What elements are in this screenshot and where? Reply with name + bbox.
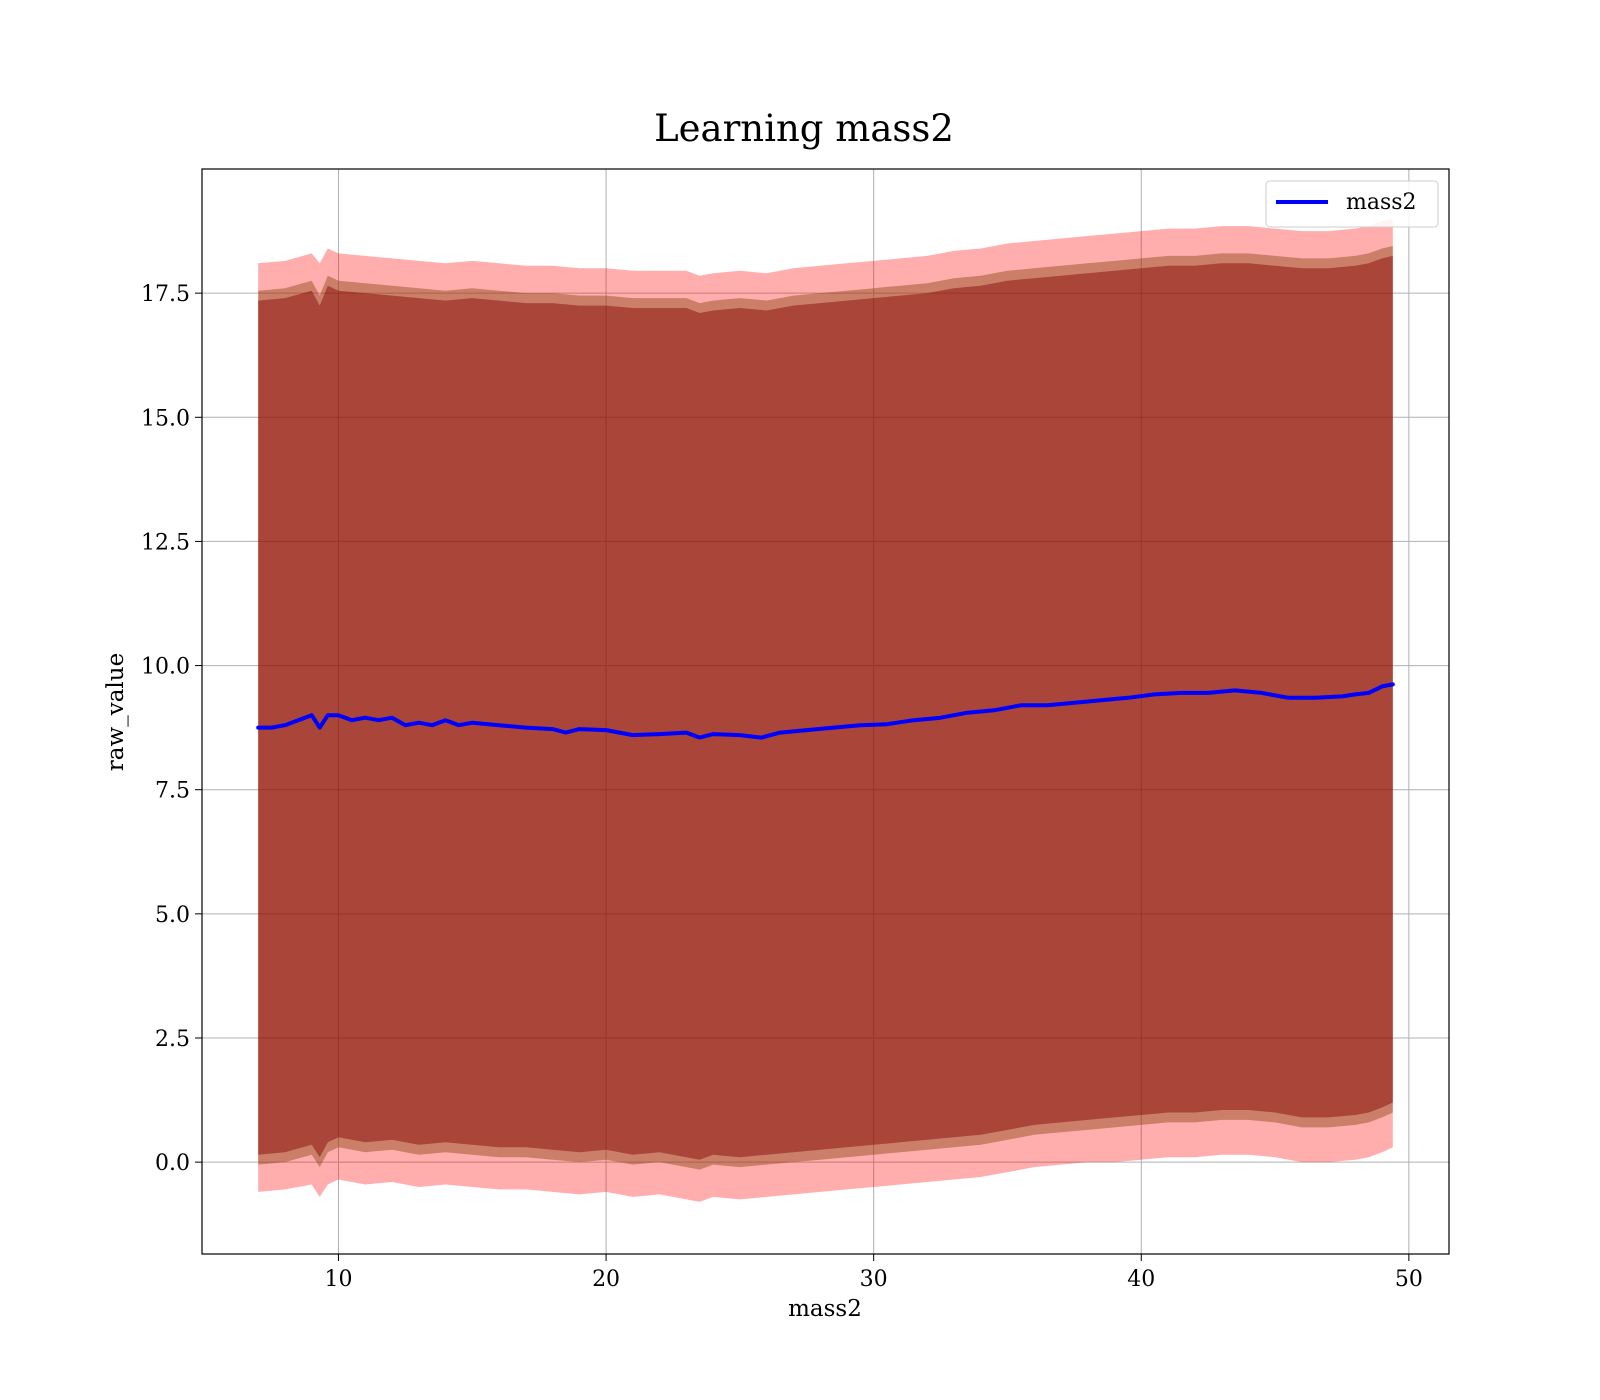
x-tick-label: 40 xyxy=(1127,1267,1155,1292)
y-tick-label: 5.0 xyxy=(155,903,190,928)
x-tick-label: 50 xyxy=(1395,1267,1423,1292)
x-axis-label: mass2 xyxy=(788,1296,862,1322)
plot-area: 10 20 30 40 50 0.0 2.5 5.0 7.5 10.0 12.5 15.0 17.5 xyxy=(141,168,1450,1292)
axis-ticks: 10 20 30 40 50 0.0 2.5 5.0 7.5 10.0 12.5 15.0 17.5 xyxy=(141,282,1423,1292)
band-outer xyxy=(258,218,1393,1202)
y-axis-label: raw_value xyxy=(103,653,129,771)
grid-lines xyxy=(202,169,1449,1254)
y-tick-label: 2.5 xyxy=(155,1027,190,1052)
x-tick-label: 10 xyxy=(324,1267,352,1292)
x-tick-label: 30 xyxy=(860,1267,888,1292)
plot-frame xyxy=(201,168,1450,1255)
y-tick-label: 15.0 xyxy=(141,406,190,431)
legend-box xyxy=(1265,180,1439,228)
y-tick-label: 12.5 xyxy=(141,530,190,555)
band-inner xyxy=(258,255,1393,1160)
series-line-mass2 xyxy=(256,682,1395,740)
band-middle xyxy=(258,246,1393,1170)
y-tick-label: 0.0 xyxy=(155,1151,190,1176)
y-tick-label: 17.5 xyxy=(141,282,190,307)
legend-label-mass2: mass2 xyxy=(1346,190,1417,215)
legend: mass2 xyxy=(1265,180,1439,228)
y-tick-label: 10.0 xyxy=(141,655,190,680)
chart-title: Learning mass2 xyxy=(654,107,954,150)
confidence-bands xyxy=(258,218,1393,1202)
series-lines xyxy=(256,682,1395,740)
x-tick-label: 20 xyxy=(592,1267,620,1292)
y-tick-label: 7.5 xyxy=(155,779,190,804)
